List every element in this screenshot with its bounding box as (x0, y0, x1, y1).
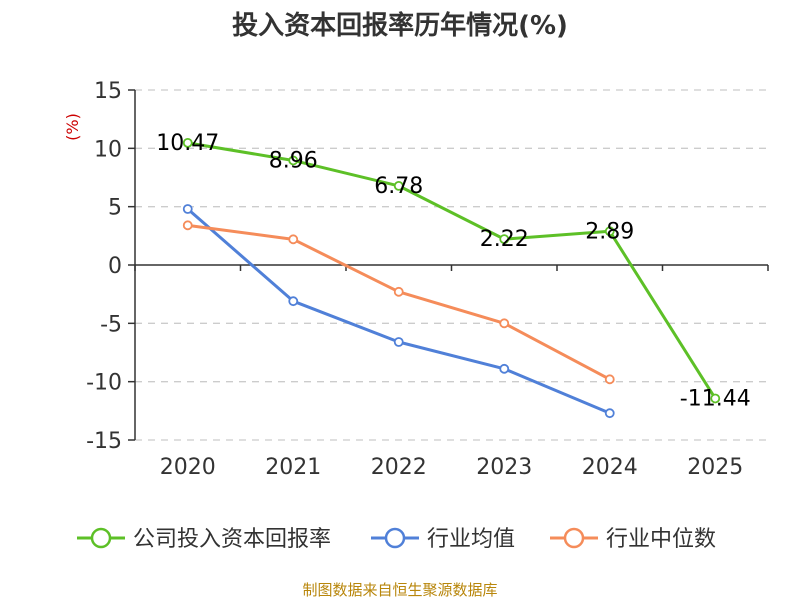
data-point (288, 234, 299, 245)
x-tick-label: 2020 (160, 455, 216, 480)
legend-label: 公司投入资本回报率 (133, 527, 331, 552)
legend-label: 行业均值 (427, 527, 515, 552)
data-point (604, 374, 615, 385)
data-label: -11.44 (680, 386, 751, 411)
data-point (288, 296, 299, 307)
series-line (186, 207, 611, 415)
x-tick-label: 2022 (371, 455, 427, 480)
y-tick-label: 5 (108, 196, 122, 221)
data-point (393, 337, 404, 347)
data-label: 10.47 (156, 131, 219, 156)
x-tick-label: 2021 (265, 455, 321, 480)
data-point (499, 363, 510, 374)
data-point (393, 286, 404, 297)
data-label: 6.78 (374, 174, 423, 199)
y-axis-ticks: 15 10 5 0 -5 -10 -15 (86, 79, 136, 454)
y-tick-label: -15 (86, 429, 122, 454)
grid-lines (135, 89, 768, 441)
y-tick-label: 15 (94, 79, 122, 104)
legend-swatch-marker (384, 527, 406, 549)
legend-swatch-marker (90, 527, 112, 549)
data-point (288, 155, 299, 166)
data-point (393, 180, 404, 191)
legend: 公司投入资本回报率 行业均值 行业中位数 (77, 527, 716, 552)
legend-label: 行业中位数 (606, 527, 716, 552)
chart-title: 投入资本回报率历年情况(%) (232, 10, 568, 41)
series-line (187, 223, 611, 381)
data-point (710, 393, 721, 404)
x-axis: 2020 2021 2022 2023 2024 2025 (134, 264, 769, 480)
x-tick-label: 2024 (582, 455, 638, 480)
data-label: 2.89 (585, 219, 634, 244)
data-point (182, 137, 193, 148)
series-lines (182, 137, 721, 419)
data-label: 8.96 (269, 148, 318, 173)
x-tick-label: 2025 (687, 455, 743, 480)
y-tick-label: -10 (86, 371, 122, 396)
y-axis-unit: (%) (63, 113, 82, 141)
x-tick-label: 2023 (476, 455, 532, 480)
data-point (604, 408, 615, 419)
data-point (182, 204, 193, 214)
series-line (187, 141, 717, 400)
y-tick-label: 10 (94, 137, 122, 162)
data-label: 2.22 (480, 227, 529, 252)
data-point (499, 318, 510, 329)
legend-swatch-marker (563, 527, 585, 549)
y-tick-label: -5 (100, 312, 122, 337)
source-note: 制图数据来自恒生聚源数据库 (302, 581, 497, 599)
data-point (604, 226, 615, 237)
data-point (182, 220, 193, 231)
y-tick-label: 0 (108, 254, 122, 279)
data-point (499, 234, 510, 245)
data-labels: 10.47 8.96 6.78 2.22 2.89 -11.44 (156, 131, 750, 412)
